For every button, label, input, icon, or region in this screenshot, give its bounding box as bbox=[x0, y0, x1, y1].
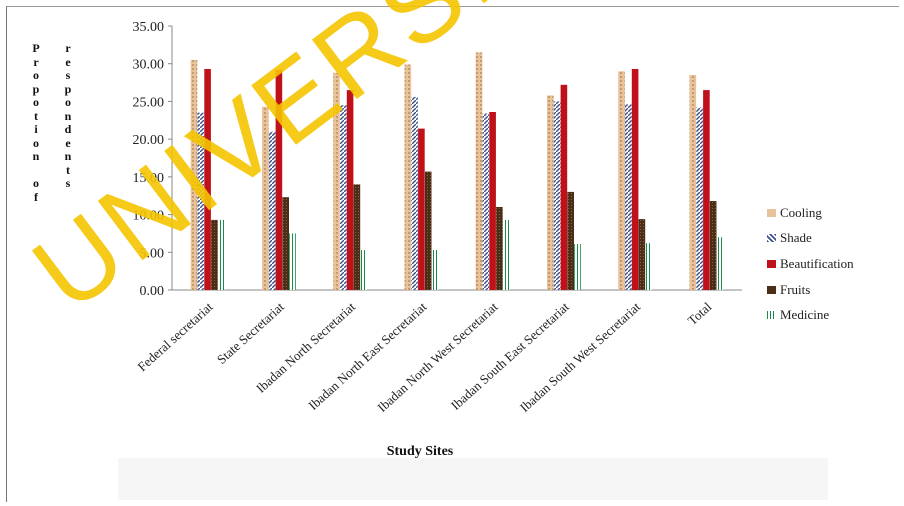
y-tick-label: 30.00 bbox=[133, 58, 165, 73]
x-category-label: State Secretariat bbox=[214, 299, 287, 367]
bar-shade bbox=[696, 107, 703, 290]
bar-fruits bbox=[353, 184, 361, 290]
legend-swatch bbox=[767, 234, 776, 243]
x-axis-label: Study Sites bbox=[386, 444, 454, 459]
bar-medicine bbox=[360, 250, 367, 290]
y-tick-label: 15.00 bbox=[133, 171, 165, 186]
y-tick-label: 10.00 bbox=[133, 209, 165, 224]
bar-shade bbox=[268, 131, 276, 290]
bar-medicine bbox=[431, 250, 439, 290]
y-tick-label: 25.00 bbox=[133, 95, 165, 110]
bar-shade bbox=[482, 113, 490, 290]
legend-label: Beautification bbox=[780, 255, 854, 271]
bar-beautification bbox=[204, 69, 211, 290]
legend-swatch bbox=[767, 208, 776, 217]
legend-item-fruits: Fruits bbox=[767, 277, 854, 303]
x-category-label: Ibadan South West Secretariat bbox=[517, 299, 644, 415]
x-category-label: Total bbox=[685, 299, 715, 328]
x-category-label: Federal secretariat bbox=[135, 299, 216, 374]
bar-beautification bbox=[631, 69, 639, 290]
bar-beautification bbox=[418, 128, 425, 290]
bar-beautification bbox=[560, 84, 568, 290]
y-tick-label: 20.00 bbox=[133, 133, 165, 148]
bar-medicine bbox=[502, 219, 510, 290]
bar-medicine bbox=[289, 233, 296, 290]
bar-beautification bbox=[275, 69, 283, 290]
legend-swatch bbox=[767, 259, 776, 268]
bar-cooling bbox=[475, 52, 483, 291]
x-category-label: Ibadan North West Secretariat bbox=[374, 299, 501, 415]
x-category-label: Ibadan North East Secretariat bbox=[305, 299, 429, 413]
bar-fruits bbox=[424, 171, 432, 290]
caption-box bbox=[118, 458, 828, 500]
bar-fruits bbox=[282, 197, 289, 290]
legend-label: Medicine bbox=[780, 307, 830, 323]
bar-medicine bbox=[574, 244, 581, 290]
bar-beautification bbox=[703, 90, 710, 290]
legend-item-shade: Shade bbox=[767, 226, 854, 252]
bar-shade bbox=[411, 96, 418, 291]
legend-label: Shade bbox=[780, 230, 812, 246]
bar-medicine bbox=[645, 243, 652, 290]
bar-medicine bbox=[217, 219, 225, 290]
y-tick-label: 5.00 bbox=[140, 246, 165, 261]
bar-shade bbox=[340, 105, 347, 290]
legend-item-medicine: Medicine bbox=[767, 302, 854, 328]
bar-fruits bbox=[567, 191, 574, 290]
bar-series-group bbox=[190, 52, 724, 291]
bar-beautification bbox=[489, 112, 496, 290]
bar-beautification bbox=[346, 90, 354, 290]
bar-cooling bbox=[262, 106, 269, 290]
x-category-label: Ibadan South East Secretariat bbox=[448, 299, 572, 413]
legend-label: Fruits bbox=[780, 281, 811, 297]
legend-label: Cooling bbox=[780, 204, 822, 220]
bar-medicine bbox=[716, 237, 724, 290]
bar-fruits bbox=[709, 201, 717, 290]
legend-item-beautification: Beautification bbox=[767, 251, 854, 277]
legend-swatch bbox=[767, 285, 776, 294]
bar-cooling bbox=[618, 71, 625, 290]
bar-cooling bbox=[689, 75, 697, 290]
bar-shade bbox=[625, 104, 632, 291]
chart-frame bbox=[6, 6, 899, 502]
bar-shade bbox=[197, 112, 205, 290]
bar-fruits bbox=[638, 219, 646, 290]
legend-swatch bbox=[767, 311, 776, 320]
y-tick-label: 0.00 bbox=[140, 284, 165, 299]
bar-cooling bbox=[333, 72, 340, 290]
y-tick-label: 35.00 bbox=[133, 20, 165, 35]
bar-fruits bbox=[211, 219, 218, 290]
bar-fruits bbox=[496, 207, 503, 290]
bar-cooling bbox=[190, 59, 198, 291]
legend: Cooling Shade Beautification Fruits Medicine bbox=[767, 200, 854, 328]
bar-shade bbox=[553, 101, 561, 291]
legend-item-cooling: Cooling bbox=[767, 200, 854, 226]
bar-cooling bbox=[547, 95, 554, 291]
y-axis: 0.00 5.00 10.00 15.00 20.00 25.00 30.00 35.00 bbox=[133, 20, 742, 299]
bar-cooling bbox=[404, 64, 412, 290]
